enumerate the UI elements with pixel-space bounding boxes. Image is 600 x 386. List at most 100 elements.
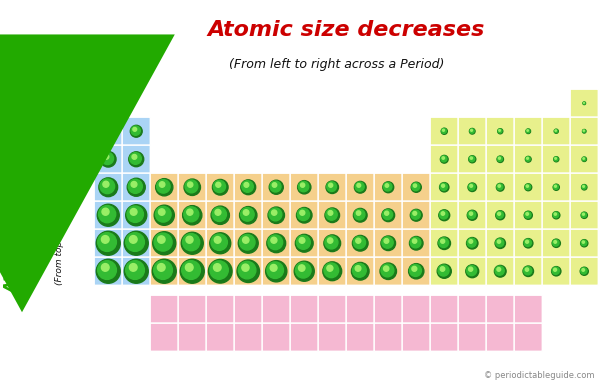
- Circle shape: [413, 184, 416, 187]
- FancyBboxPatch shape: [262, 323, 290, 351]
- Circle shape: [269, 208, 282, 221]
- Circle shape: [104, 99, 113, 108]
- Circle shape: [497, 156, 502, 161]
- Circle shape: [524, 239, 533, 248]
- Circle shape: [583, 213, 584, 215]
- Circle shape: [467, 210, 477, 220]
- Circle shape: [354, 209, 365, 220]
- Circle shape: [581, 240, 588, 247]
- Circle shape: [127, 178, 145, 196]
- Circle shape: [383, 210, 392, 220]
- Circle shape: [469, 129, 475, 134]
- Text: (From left to right across a Period): (From left to right across a Period): [229, 58, 444, 71]
- Circle shape: [130, 125, 142, 137]
- Circle shape: [104, 99, 112, 107]
- Circle shape: [555, 130, 556, 131]
- Circle shape: [410, 209, 422, 221]
- Circle shape: [105, 127, 109, 131]
- FancyBboxPatch shape: [458, 229, 487, 257]
- Circle shape: [326, 209, 337, 220]
- Circle shape: [469, 156, 475, 162]
- FancyBboxPatch shape: [402, 257, 430, 285]
- Circle shape: [155, 207, 171, 222]
- FancyBboxPatch shape: [430, 323, 458, 351]
- FancyBboxPatch shape: [262, 229, 290, 257]
- Circle shape: [268, 235, 283, 250]
- FancyBboxPatch shape: [374, 201, 403, 229]
- Circle shape: [211, 234, 227, 251]
- Circle shape: [380, 263, 397, 279]
- Circle shape: [525, 184, 530, 190]
- Circle shape: [497, 184, 503, 190]
- Circle shape: [583, 158, 584, 159]
- Circle shape: [186, 236, 193, 243]
- FancyBboxPatch shape: [206, 257, 234, 285]
- FancyBboxPatch shape: [178, 201, 206, 229]
- Circle shape: [296, 208, 312, 223]
- FancyBboxPatch shape: [430, 295, 458, 323]
- Circle shape: [323, 262, 341, 281]
- Circle shape: [554, 268, 557, 271]
- Circle shape: [270, 264, 277, 271]
- Circle shape: [496, 239, 504, 247]
- FancyBboxPatch shape: [486, 201, 514, 229]
- FancyBboxPatch shape: [402, 295, 430, 323]
- Circle shape: [440, 156, 448, 163]
- Circle shape: [496, 211, 505, 220]
- FancyBboxPatch shape: [486, 257, 514, 285]
- Circle shape: [581, 212, 586, 217]
- Circle shape: [581, 185, 587, 190]
- FancyBboxPatch shape: [290, 257, 319, 285]
- Circle shape: [554, 129, 557, 133]
- FancyBboxPatch shape: [178, 323, 206, 351]
- Circle shape: [555, 157, 556, 159]
- Circle shape: [412, 266, 417, 271]
- Circle shape: [554, 185, 559, 190]
- Circle shape: [357, 183, 361, 187]
- Circle shape: [103, 181, 109, 187]
- FancyBboxPatch shape: [206, 229, 234, 257]
- Circle shape: [440, 239, 445, 243]
- FancyBboxPatch shape: [570, 201, 598, 229]
- Circle shape: [242, 237, 249, 243]
- FancyBboxPatch shape: [206, 323, 234, 351]
- Circle shape: [298, 208, 310, 220]
- Circle shape: [157, 264, 165, 271]
- Circle shape: [324, 235, 341, 252]
- Circle shape: [553, 212, 559, 218]
- Circle shape: [98, 206, 116, 223]
- FancyBboxPatch shape: [94, 257, 122, 285]
- FancyBboxPatch shape: [402, 201, 430, 229]
- Circle shape: [98, 233, 116, 251]
- Circle shape: [498, 129, 502, 133]
- Circle shape: [553, 240, 559, 246]
- Circle shape: [238, 233, 258, 253]
- FancyBboxPatch shape: [374, 257, 403, 285]
- Circle shape: [104, 154, 109, 159]
- Circle shape: [383, 266, 389, 271]
- Circle shape: [184, 207, 199, 222]
- Circle shape: [130, 208, 137, 215]
- Circle shape: [583, 130, 584, 131]
- Circle shape: [442, 157, 445, 159]
- Circle shape: [526, 213, 529, 215]
- FancyBboxPatch shape: [430, 201, 458, 229]
- FancyBboxPatch shape: [402, 229, 430, 257]
- Circle shape: [272, 210, 277, 215]
- Circle shape: [554, 213, 557, 215]
- Circle shape: [124, 259, 148, 283]
- FancyBboxPatch shape: [486, 229, 514, 257]
- FancyBboxPatch shape: [486, 323, 514, 351]
- Circle shape: [160, 182, 165, 187]
- Circle shape: [468, 183, 476, 191]
- FancyBboxPatch shape: [122, 257, 151, 285]
- Circle shape: [328, 211, 333, 215]
- Circle shape: [237, 260, 259, 283]
- Circle shape: [496, 183, 504, 191]
- Circle shape: [442, 129, 445, 131]
- FancyBboxPatch shape: [458, 257, 487, 285]
- Circle shape: [385, 184, 389, 187]
- FancyBboxPatch shape: [402, 323, 430, 351]
- Circle shape: [468, 211, 476, 218]
- Circle shape: [526, 129, 530, 133]
